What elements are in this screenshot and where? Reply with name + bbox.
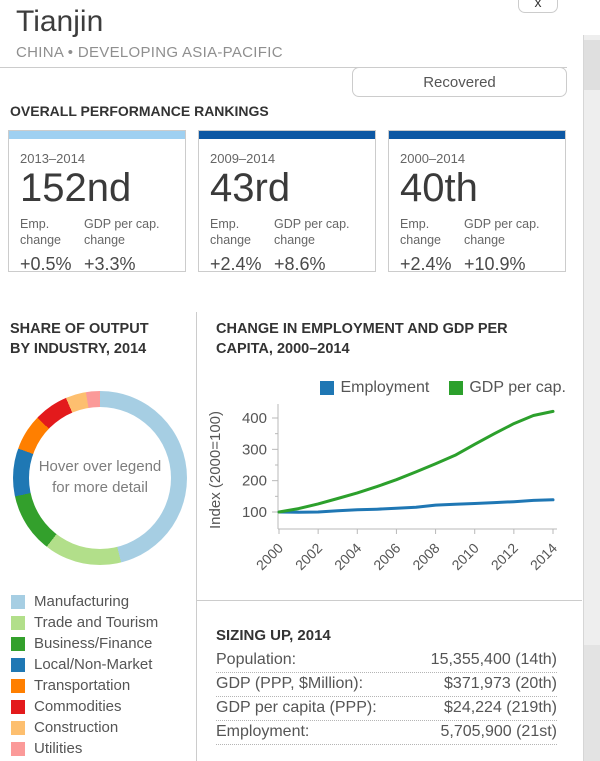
svg-text:Index (2000=100): Index (2000=100)	[207, 411, 224, 529]
metric-value: +0.5%	[20, 253, 72, 274]
legend-swatch	[11, 615, 25, 630]
legend-swatch	[11, 741, 25, 756]
sizing-up-title: SIZING UP, 2014	[216, 627, 331, 644]
legend-item-trade-and-tourism[interactable]: Trade and Tourism	[11, 612, 158, 633]
status-badge: Recovered	[423, 73, 496, 91]
metric-label: Emp. change	[20, 217, 62, 248]
row-value: $24,224 (219th)	[444, 699, 557, 716]
donut-hole: Hover over legend for more detail	[29, 407, 171, 549]
svg-text:2014: 2014	[527, 540, 560, 573]
card-accent-bar	[9, 131, 185, 139]
line-chart-legend: Employment GDP per cap.	[216, 379, 566, 397]
page-title: Tianjin	[16, 5, 104, 38]
page-subtitle: CHINA • DEVELOPING ASIA-PACIFIC	[16, 44, 283, 61]
metric-label: GDP per cap. change	[464, 217, 540, 248]
ranking-card-2013-2014: 2013–2014 152nd Emp. change +0.5% GDP pe…	[8, 130, 186, 274]
scrollbar-shade-bottom	[584, 645, 600, 761]
series-line-employment	[277, 498, 555, 514]
row-label: Employment:	[216, 723, 310, 740]
row-value: $371,973 (20th)	[444, 675, 557, 692]
page-background-strip	[583, 35, 600, 761]
legend-item-gdp-per-cap: GDP per cap.	[449, 379, 566, 397]
metric-label: Emp. change	[210, 217, 252, 248]
svg-text:2008: 2008	[409, 540, 442, 573]
industry-section-title: SHARE OF OUTPUT BY INDUSTRY, 2014	[10, 321, 149, 357]
table-row-gdp: GDP (PPP, $Million): $371,973 (20th)	[216, 673, 557, 697]
legend-swatch	[11, 594, 25, 609]
svg-text:2010: 2010	[448, 540, 481, 573]
svg-text:2006: 2006	[370, 540, 403, 573]
card-rank: 152nd	[20, 166, 132, 210]
legend-swatch	[11, 636, 25, 651]
close-button[interactable]: x	[518, 0, 558, 13]
legend-item-local-non-market[interactable]: Local/Non-Market	[11, 654, 158, 675]
legend-item-construction[interactable]: Construction	[11, 717, 158, 738]
series-line-gdp-per-cap-	[277, 409, 555, 514]
close-icon: x	[534, 0, 542, 10]
industry-donut-chart: Hover over legend for more detail	[13, 391, 187, 565]
ranking-card-2000-2014: 2000–2014 40th Emp. change +2.4% GDP per…	[388, 130, 566, 274]
sizing-up-table: Population: 15,355,400 (14th) GDP (PPP, …	[216, 649, 557, 745]
metric-value: +10.9%	[464, 253, 526, 274]
legend-swatch	[449, 381, 464, 395]
legend-swatch	[11, 720, 25, 735]
legend-item-employment: Employment	[320, 379, 429, 397]
table-row-population: Population: 15,355,400 (14th)	[216, 649, 557, 673]
metric-value: +2.4%	[400, 253, 452, 274]
row-value: 15,355,400 (14th)	[430, 651, 557, 668]
metric-label: GDP per cap. change	[274, 217, 350, 248]
ranking-card-2009-2014: 2009–2014 43rd Emp. change +2.4% GDP per…	[198, 130, 376, 274]
rankings-section-title: OVERALL PERFORMANCE RANKINGS	[10, 103, 269, 119]
svg-text:2002: 2002	[292, 540, 325, 573]
svg-text:100: 100	[242, 504, 267, 521]
panel-horizontal-divider	[197, 600, 582, 601]
metric-label: GDP per cap. change	[84, 217, 160, 248]
table-row-employment: Employment: 5,705,900 (21st)	[216, 721, 557, 745]
card-rank: 40th	[400, 166, 478, 210]
row-label: Population:	[216, 651, 297, 668]
card-period: 2000–2014	[400, 151, 466, 166]
legend-swatch	[11, 678, 25, 693]
metric-label: Emp. change	[400, 217, 442, 248]
industry-legend: Manufacturing Trade and Tourism Business…	[11, 591, 158, 759]
svg-text:400: 400	[242, 410, 267, 427]
metric-value: +3.3%	[84, 253, 136, 274]
svg-text:200: 200	[242, 473, 267, 490]
legend-item-commodities[interactable]: Commodities	[11, 696, 158, 717]
svg-text:300: 300	[242, 441, 267, 458]
legend-swatch	[11, 657, 25, 672]
row-label: GDP (PPP, $Million):	[216, 675, 364, 692]
donut-center-note: Hover over legend for more detail	[38, 458, 162, 496]
row-value: 5,705,900 (21st)	[440, 723, 557, 740]
table-row-gdp-per-capita: GDP per capita (PPP): $24,224 (219th)	[216, 697, 557, 721]
metric-value: +8.6%	[274, 253, 326, 274]
card-rank: 43rd	[210, 166, 291, 210]
svg-text:2012: 2012	[488, 540, 521, 573]
line-chart-section-title: CHANGE IN EMPLOYMENT AND GDP PER CAPITA,…	[216, 321, 508, 357]
legend-item-business-finance[interactable]: Business/Finance	[11, 633, 158, 654]
recovered-status-button[interactable]: Recovered	[352, 67, 567, 97]
row-label: GDP per capita (PPP):	[216, 699, 377, 716]
svg-text:2004: 2004	[331, 540, 364, 573]
card-period: 2009–2014	[210, 151, 276, 166]
panel-vertical-divider	[196, 312, 197, 761]
metric-value: +2.4%	[210, 253, 262, 274]
svg-text:2000: 2000	[253, 540, 286, 573]
scrollbar-shade-top	[584, 40, 600, 90]
header-divider	[0, 67, 567, 68]
rankings-cards-row: 2013–2014 152nd Emp. change +0.5% GDP pe…	[8, 130, 566, 274]
legend-item-transportation[interactable]: Transportation	[11, 675, 158, 696]
card-period: 2013–2014	[20, 151, 86, 166]
legend-item-utilities[interactable]: Utilities	[11, 738, 158, 759]
legend-swatch	[11, 699, 25, 714]
card-accent-bar	[389, 131, 565, 139]
legend-item-manufacturing[interactable]: Manufacturing	[11, 591, 158, 612]
card-accent-bar	[199, 131, 375, 139]
legend-swatch	[320, 381, 335, 395]
line-chart: 100 200 300 400 2000 2002 2004 2006 2008 2010 2012…	[207, 404, 560, 573]
